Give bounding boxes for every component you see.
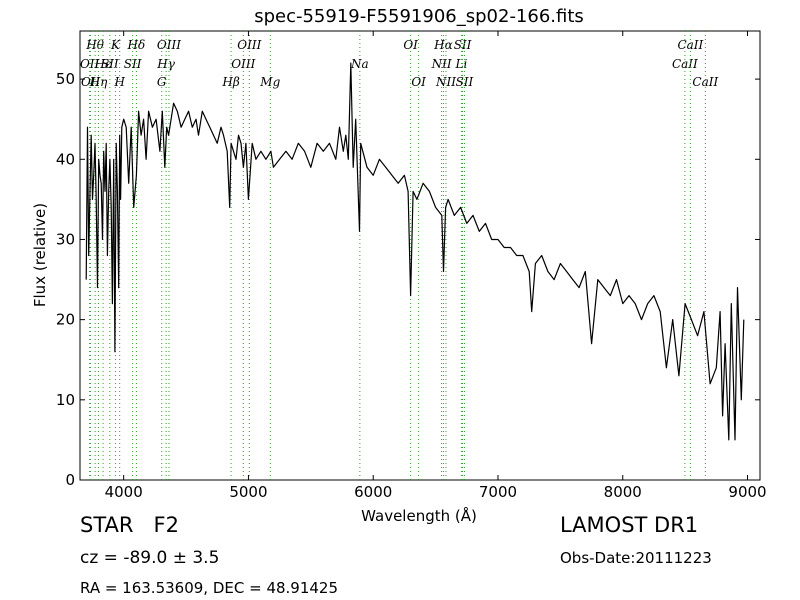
- spectral-line-label: Hδ: [127, 38, 146, 52]
- spectral-line-label: OIII: [231, 57, 255, 71]
- x-tick-label: 9000: [728, 483, 766, 501]
- y-tick-label: 30: [56, 230, 75, 248]
- object-class: STAR: [80, 513, 134, 537]
- spectral-line-label: Hθ: [85, 38, 104, 52]
- spectral-line-label: CaII: [672, 57, 698, 71]
- spectral-line-label: Hβ: [221, 75, 239, 89]
- spectral-line-label: NII: [435, 75, 456, 89]
- spectral-line-label: Hα: [433, 38, 453, 52]
- spectral-line-label: K: [110, 38, 121, 52]
- spectral-line-label: Hε: [94, 57, 112, 71]
- x-axis-label: Wavelength (Å): [361, 506, 477, 525]
- chart-title: spec-55919-F5591906_sp02-166.fits: [254, 6, 584, 27]
- y-tick-label: 10: [56, 391, 75, 409]
- obs-date-text: Obs-Date:20111223: [560, 549, 712, 567]
- axis-ticks: 4000 5000 6000 7000 8000 9000 0 10 20 30 40 50: [56, 31, 767, 501]
- spectral-line-label: OII: [81, 75, 101, 89]
- object-subclass: F2: [153, 513, 179, 537]
- spectral-line-label: OIII: [157, 38, 181, 52]
- survey-text: LAMOST DR1: [560, 513, 699, 537]
- spectral-line-label: G: [157, 75, 167, 89]
- spectral-line-label: CaII: [677, 38, 703, 52]
- spectral-line-label: Hγ: [156, 57, 175, 71]
- spectral-line-label: SII: [454, 38, 472, 52]
- redshift-text: cz = -89.0 ± 3.5: [80, 548, 220, 568]
- spectral-line-label: SII: [124, 57, 142, 71]
- x-tick-label: 6000: [354, 483, 392, 501]
- spectral-line-label: Hη: [89, 75, 108, 89]
- spectrum-line: [85, 62, 745, 441]
- spectral-line-label: NII: [431, 57, 452, 71]
- x-tick-label: 8000: [604, 483, 642, 501]
- y-tick-label: 50: [56, 70, 75, 88]
- y-tick-label: 40: [56, 150, 75, 168]
- plot-frame: [79, 30, 761, 481]
- y-tick-label: 20: [56, 311, 75, 329]
- spectral-line-label: H: [113, 75, 125, 89]
- spectral-line-label: Na: [350, 57, 369, 71]
- spectral-line-label: OI: [411, 75, 426, 89]
- spectrum-series: [85, 62, 745, 441]
- object-class-text: STAR F2: [80, 513, 179, 537]
- spectral-line-label: Li: [455, 57, 468, 71]
- spectral-line-label: Mg: [259, 75, 280, 89]
- y-axis-label: Flux (relative): [31, 203, 49, 307]
- spectral-line-label: SII: [456, 75, 474, 89]
- spectral-line-label: SII: [101, 57, 119, 71]
- x-tick-label: 4000: [105, 483, 143, 501]
- x-tick-label: 7000: [479, 483, 517, 501]
- spectral-line-label: OI: [403, 38, 418, 52]
- coordinates-text: RA = 163.53609, DEC = 48.91425: [80, 579, 339, 597]
- spectral-line-markers: OIIOIIHθHηHεSIIKHSIIHδGHγOIIIHβOIIIOIIIM…: [80, 31, 719, 480]
- x-tick-label: 5000: [229, 483, 267, 501]
- spectral-line-label: OIII: [237, 38, 261, 52]
- spectral-line-label: CaII: [692, 75, 718, 89]
- y-tick-label: 0: [65, 471, 75, 489]
